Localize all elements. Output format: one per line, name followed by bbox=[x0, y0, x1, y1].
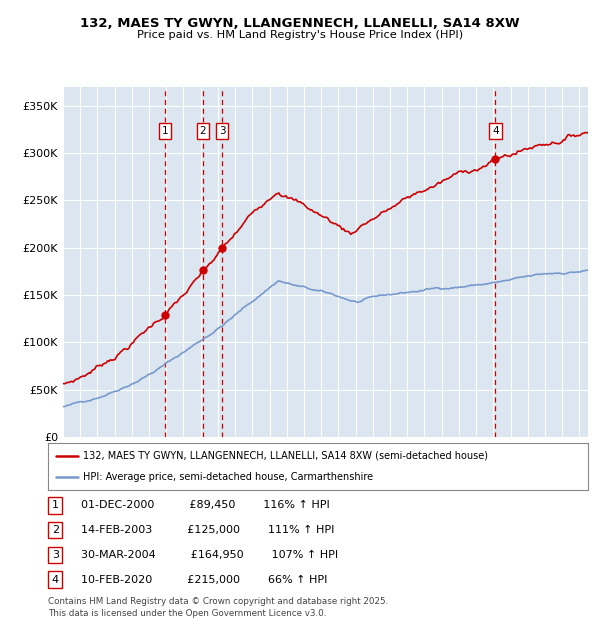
Text: 01-DEC-2000          £89,450        116% ↑ HPI: 01-DEC-2000 £89,450 116% ↑ HPI bbox=[81, 500, 330, 510]
Text: 3: 3 bbox=[52, 550, 59, 560]
Text: HPI: Average price, semi-detached house, Carmarthenshire: HPI: Average price, semi-detached house,… bbox=[83, 472, 373, 482]
Text: 14-FEB-2003          £125,000        111% ↑ HPI: 14-FEB-2003 £125,000 111% ↑ HPI bbox=[81, 525, 334, 535]
Text: Contains HM Land Registry data © Crown copyright and database right 2025.: Contains HM Land Registry data © Crown c… bbox=[48, 597, 388, 606]
Text: 3: 3 bbox=[219, 126, 226, 136]
Text: This data is licensed under the Open Government Licence v3.0.: This data is licensed under the Open Gov… bbox=[48, 609, 326, 619]
Text: 1: 1 bbox=[161, 126, 168, 136]
Text: 132, MAES TY GWYN, LLANGENNECH, LLANELLI, SA14 8XW: 132, MAES TY GWYN, LLANGENNECH, LLANELLI… bbox=[80, 17, 520, 30]
Text: 4: 4 bbox=[492, 126, 499, 136]
Text: 4: 4 bbox=[52, 575, 59, 585]
Text: 10-FEB-2020          £215,000        66% ↑ HPI: 10-FEB-2020 £215,000 66% ↑ HPI bbox=[81, 575, 328, 585]
Text: 2: 2 bbox=[52, 525, 59, 535]
Text: 1: 1 bbox=[52, 500, 59, 510]
Text: 2: 2 bbox=[199, 126, 206, 136]
Text: 132, MAES TY GWYN, LLANGENNECH, LLANELLI, SA14 8XW (semi-detached house): 132, MAES TY GWYN, LLANGENNECH, LLANELLI… bbox=[83, 451, 488, 461]
Text: 30-MAR-2004          £164,950        107% ↑ HPI: 30-MAR-2004 £164,950 107% ↑ HPI bbox=[81, 550, 338, 560]
Text: Price paid vs. HM Land Registry's House Price Index (HPI): Price paid vs. HM Land Registry's House … bbox=[137, 30, 463, 40]
